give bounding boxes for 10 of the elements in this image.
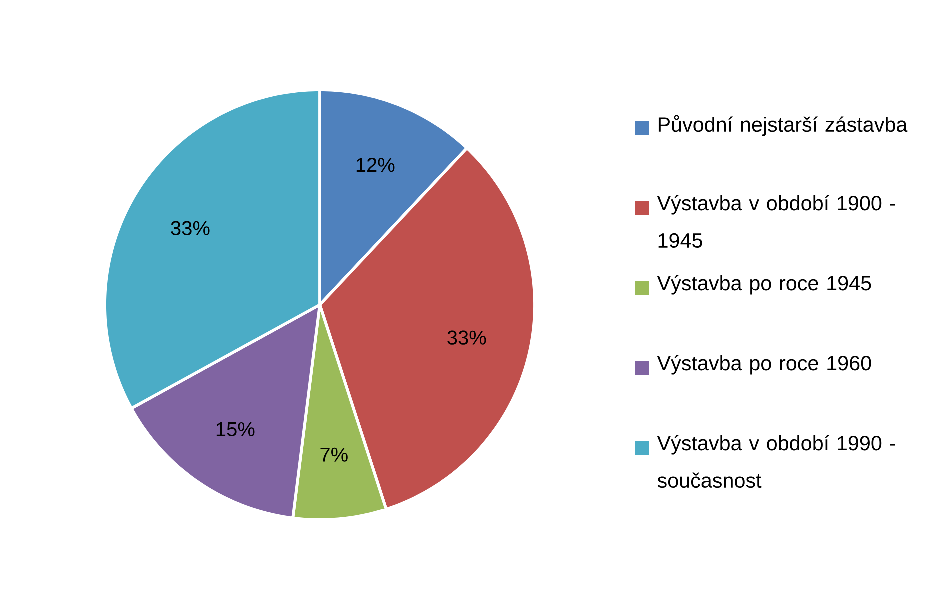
legend-label: Výstavba v období 1990 - současnost bbox=[657, 435, 896, 488]
legend-label: Výstavba po roce 1960 bbox=[657, 355, 872, 375]
data-label: 15% bbox=[216, 422, 255, 437]
legend-label: Původní nejstarší zástavba bbox=[658, 115, 908, 136]
data-label: 33% bbox=[171, 221, 210, 236]
legend-label: Výstavba v období 1900 - 1945 bbox=[657, 195, 896, 248]
data-label: 33% bbox=[448, 330, 486, 345]
data-label: 12% bbox=[356, 158, 395, 172]
legend-label: Výstavba po roce 1945 bbox=[657, 275, 872, 295]
data-label: 7% bbox=[320, 448, 348, 462]
